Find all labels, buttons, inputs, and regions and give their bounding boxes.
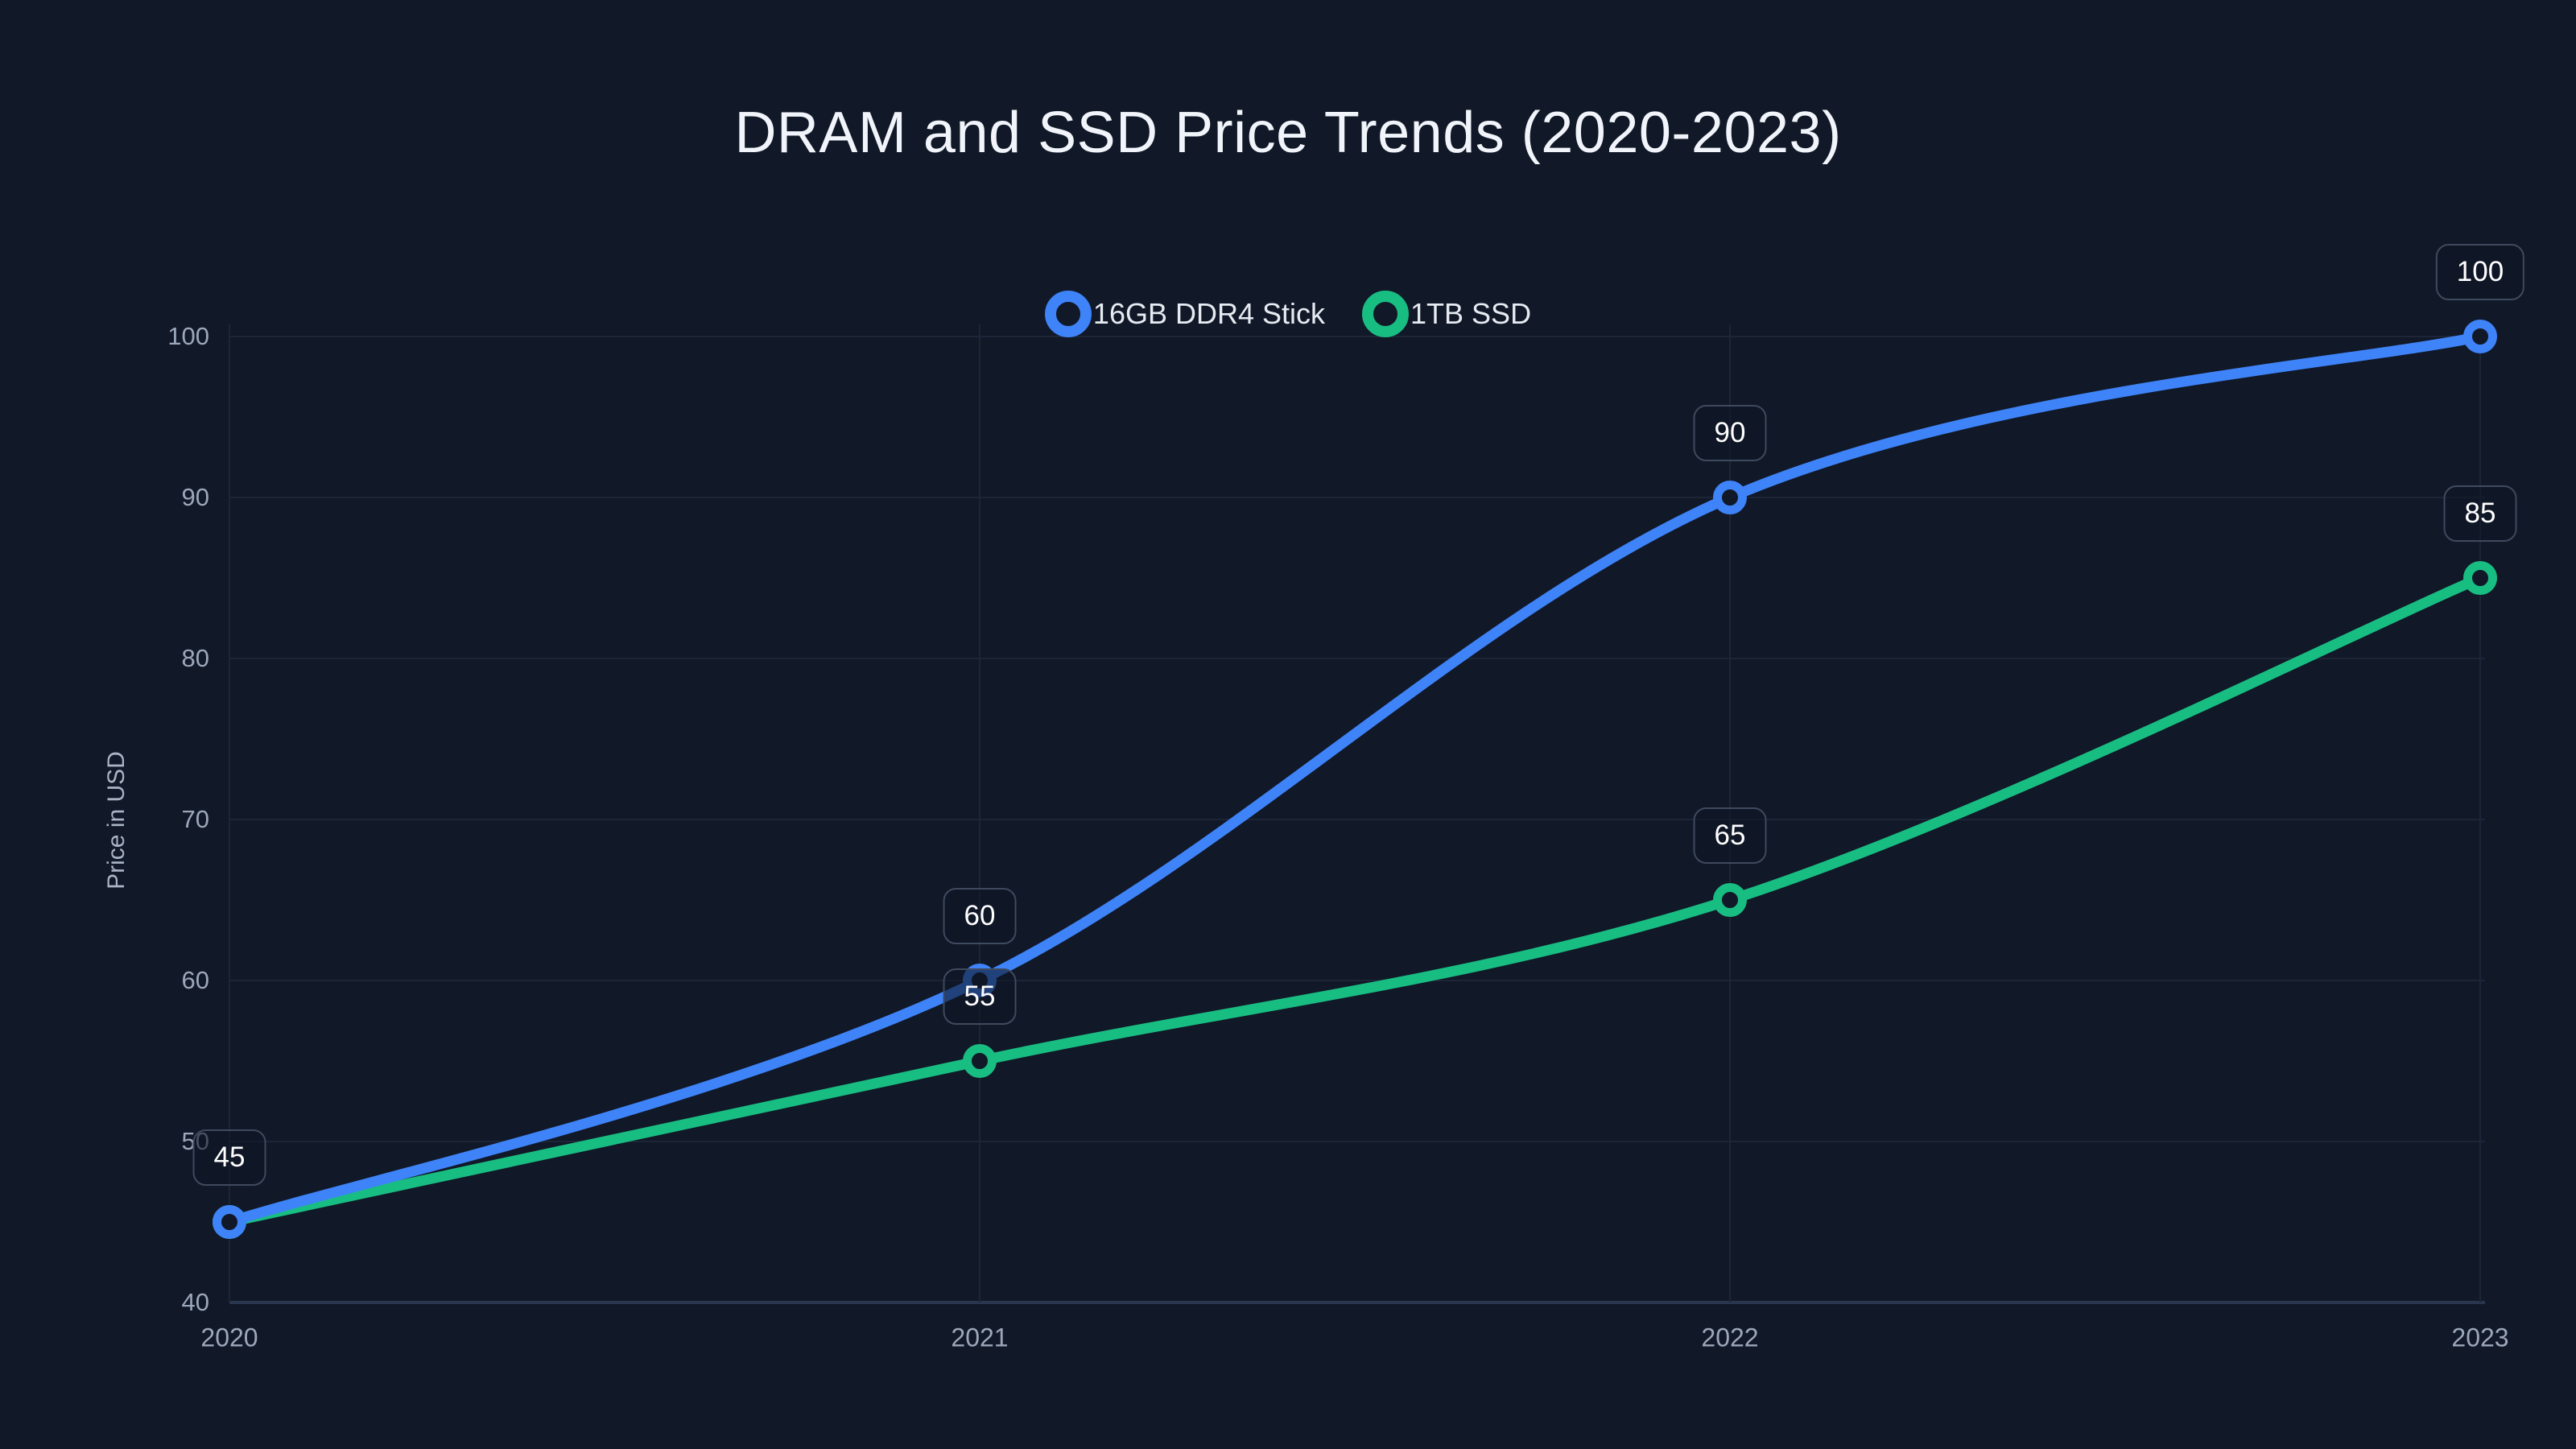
y-tick-60: 60 [181,966,209,994]
legend-marker-icon [1044,291,1092,337]
point-16gb-ddr4-stick-2020[interactable] [213,1205,246,1239]
point-16gb-ddr4-stick-2023[interactable] [2463,320,2497,353]
point-label-16gb-ddr4-stick-90: 90 [1693,405,1767,461]
x-tick-2022: 2022 [1701,1323,1759,1352]
point-1tb-ssd-2022[interactable] [1713,883,1747,917]
x-tick-2021: 2021 [951,1323,1009,1352]
point-16gb-ddr4-stick-2022[interactable] [1713,481,1747,514]
chart-title: DRAM and SSD Price Trends (2020-2023) [734,101,1842,165]
legend-item-1tb-ssd[interactable]: 1TB SSD [1362,291,1531,337]
point-label-1tb-ssd-85: 85 [2443,485,2517,542]
series-line-1tb-ssd [224,572,2486,1228]
legend-marker-icon [1362,291,1410,337]
x-tick-2023: 2023 [2451,1323,2509,1352]
legend-item-label: 16GB DDR4 Stick [1092,297,1326,330]
y-tick-90: 90 [181,483,209,511]
legend: 16GB DDR4 Stick 1TB SSD [0,291,2576,337]
point-label-1tb-ssd-65: 65 [1693,807,1767,864]
point-label-16gb-ddr4-stick-45: 45 [192,1129,266,1186]
y-tick-70: 70 [181,805,209,833]
legend-item-label: 1TB SSD [1410,297,1532,330]
series-line-16gb-ddr4-stick [224,331,2486,1228]
point-1tb-ssd-2021[interactable] [963,1044,997,1078]
point-label-16gb-ddr4-stick-60: 60 [943,888,1017,944]
y-tick-100: 100 [167,322,209,350]
point-label-1tb-ssd-55: 55 [943,968,1017,1025]
point-1tb-ssd-2023[interactable] [2463,561,2497,595]
y-tick-40: 40 [181,1288,209,1316]
x-tick-2020: 2020 [200,1323,258,1352]
y-tick-80: 80 [181,644,209,672]
legend-item-16gb-ddr4-stick[interactable]: 16GB DDR4 Stick [1044,291,1326,337]
point-label-16gb-ddr4-stick-100: 100 [2435,244,2525,300]
